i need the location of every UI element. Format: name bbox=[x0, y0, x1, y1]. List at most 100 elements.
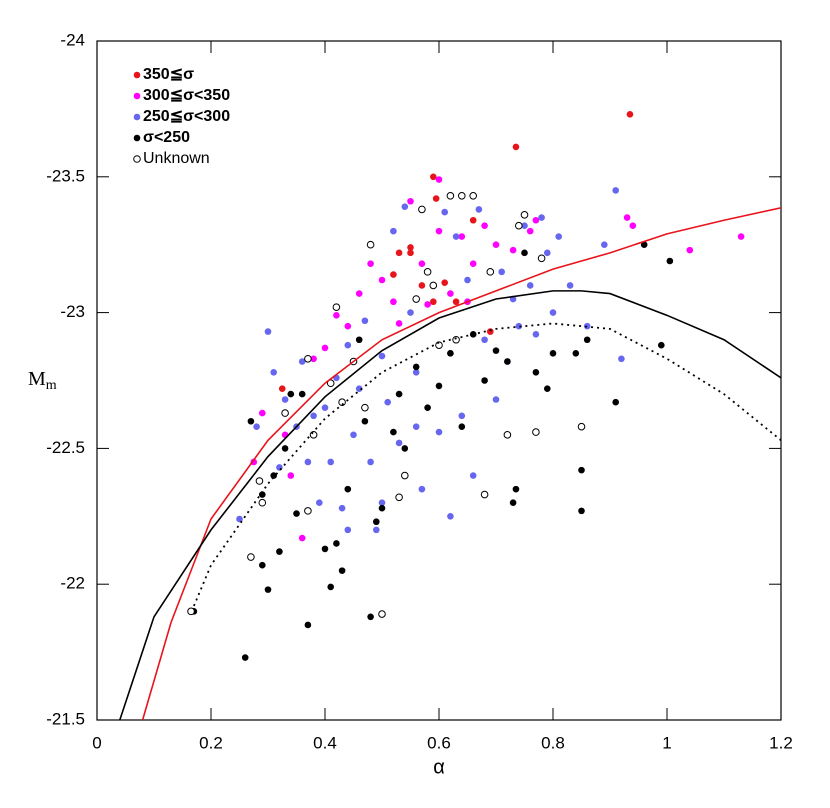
data-point bbox=[520, 211, 529, 219]
data-point bbox=[601, 241, 608, 248]
curve bbox=[193, 322, 781, 607]
data-point bbox=[304, 458, 312, 466]
data-point bbox=[447, 513, 454, 520]
data-point bbox=[378, 499, 386, 507]
data-point bbox=[435, 382, 443, 390]
legend-label: σ<250 bbox=[143, 129, 190, 146]
legend-label: 300≦σ<350 bbox=[143, 87, 230, 104]
data-point bbox=[327, 458, 335, 466]
data-point bbox=[361, 403, 369, 412]
data-point bbox=[640, 241, 648, 248]
data-point bbox=[407, 244, 414, 251]
data-point bbox=[395, 390, 403, 398]
data-point bbox=[447, 290, 454, 297]
y-axis-label: Mm bbox=[28, 368, 57, 394]
data-point bbox=[452, 335, 460, 344]
data-point bbox=[509, 499, 517, 507]
data-point bbox=[401, 471, 409, 480]
y-tick-label: -22.5 bbox=[46, 438, 85, 457]
data-point bbox=[321, 545, 329, 553]
data-point bbox=[276, 464, 283, 471]
data-point bbox=[458, 233, 466, 240]
data-point bbox=[418, 485, 426, 493]
data-point bbox=[407, 197, 414, 205]
x-tick-label: 1.2 bbox=[769, 733, 793, 752]
data-point bbox=[526, 227, 534, 235]
data-point bbox=[378, 504, 386, 512]
data-point bbox=[395, 320, 403, 327]
data-point bbox=[338, 504, 346, 512]
data-point bbox=[538, 214, 545, 221]
data-point bbox=[259, 409, 266, 417]
data-point bbox=[435, 341, 443, 349]
data-point bbox=[504, 358, 511, 365]
data-point bbox=[532, 331, 540, 338]
data-point bbox=[367, 260, 374, 268]
data-point bbox=[304, 621, 312, 629]
data-point bbox=[395, 249, 403, 257]
data-point bbox=[526, 282, 534, 289]
data-point bbox=[247, 553, 255, 561]
y-tick-label: -21.5 bbox=[46, 709, 85, 728]
data-point bbox=[418, 260, 426, 268]
data-point bbox=[332, 303, 341, 311]
data-point bbox=[629, 222, 637, 229]
data-point bbox=[492, 396, 500, 403]
data-point bbox=[401, 445, 409, 452]
data-point bbox=[378, 610, 386, 618]
data-point bbox=[309, 431, 318, 439]
data-point bbox=[544, 249, 551, 257]
data-point bbox=[686, 246, 694, 254]
data-point bbox=[572, 350, 580, 357]
data-point bbox=[287, 390, 295, 398]
data-point bbox=[390, 298, 397, 306]
data-point bbox=[424, 301, 431, 308]
x-tick-label: 0.4 bbox=[313, 733, 337, 752]
data-point bbox=[481, 222, 488, 229]
data-point bbox=[509, 246, 517, 254]
data-point bbox=[475, 206, 483, 213]
data-point bbox=[390, 271, 397, 278]
data-point bbox=[447, 350, 454, 357]
data-point bbox=[304, 507, 312, 515]
data-point bbox=[549, 350, 557, 357]
data-point bbox=[373, 526, 380, 534]
data-point bbox=[423, 268, 432, 276]
data-point bbox=[378, 276, 386, 284]
data-point bbox=[441, 208, 449, 216]
data-point bbox=[486, 268, 495, 276]
x-tick-label: 0.2 bbox=[199, 733, 223, 752]
data-point bbox=[407, 309, 414, 316]
data-point bbox=[259, 491, 266, 498]
data-point bbox=[458, 412, 466, 420]
data-point bbox=[326, 379, 335, 388]
data-point bbox=[395, 439, 403, 447]
y-tick-label: -22 bbox=[60, 574, 85, 593]
data-point bbox=[618, 355, 625, 363]
data-point bbox=[480, 490, 489, 499]
data-point bbox=[187, 607, 195, 616]
data-point bbox=[512, 143, 520, 151]
data-point bbox=[264, 586, 272, 593]
legend-marker bbox=[133, 113, 141, 121]
data-point bbox=[435, 428, 443, 436]
data-point bbox=[424, 404, 431, 411]
data-point bbox=[281, 445, 289, 452]
x-tick-label: 1 bbox=[662, 733, 671, 752]
data-point bbox=[469, 472, 477, 479]
y-tick-label: -23.5 bbox=[46, 166, 85, 185]
data-point bbox=[469, 260, 477, 268]
data-point bbox=[310, 355, 317, 363]
x-tick-label: 0 bbox=[92, 733, 101, 752]
data-point bbox=[521, 249, 528, 257]
data-point bbox=[549, 309, 557, 316]
data-point bbox=[255, 477, 264, 485]
data-point bbox=[338, 398, 346, 407]
data-point bbox=[452, 298, 460, 306]
data-point bbox=[435, 176, 443, 183]
data-point bbox=[355, 336, 363, 344]
y-tick-label: -24 bbox=[60, 30, 85, 49]
data-point bbox=[452, 233, 460, 240]
data-point bbox=[532, 369, 540, 376]
